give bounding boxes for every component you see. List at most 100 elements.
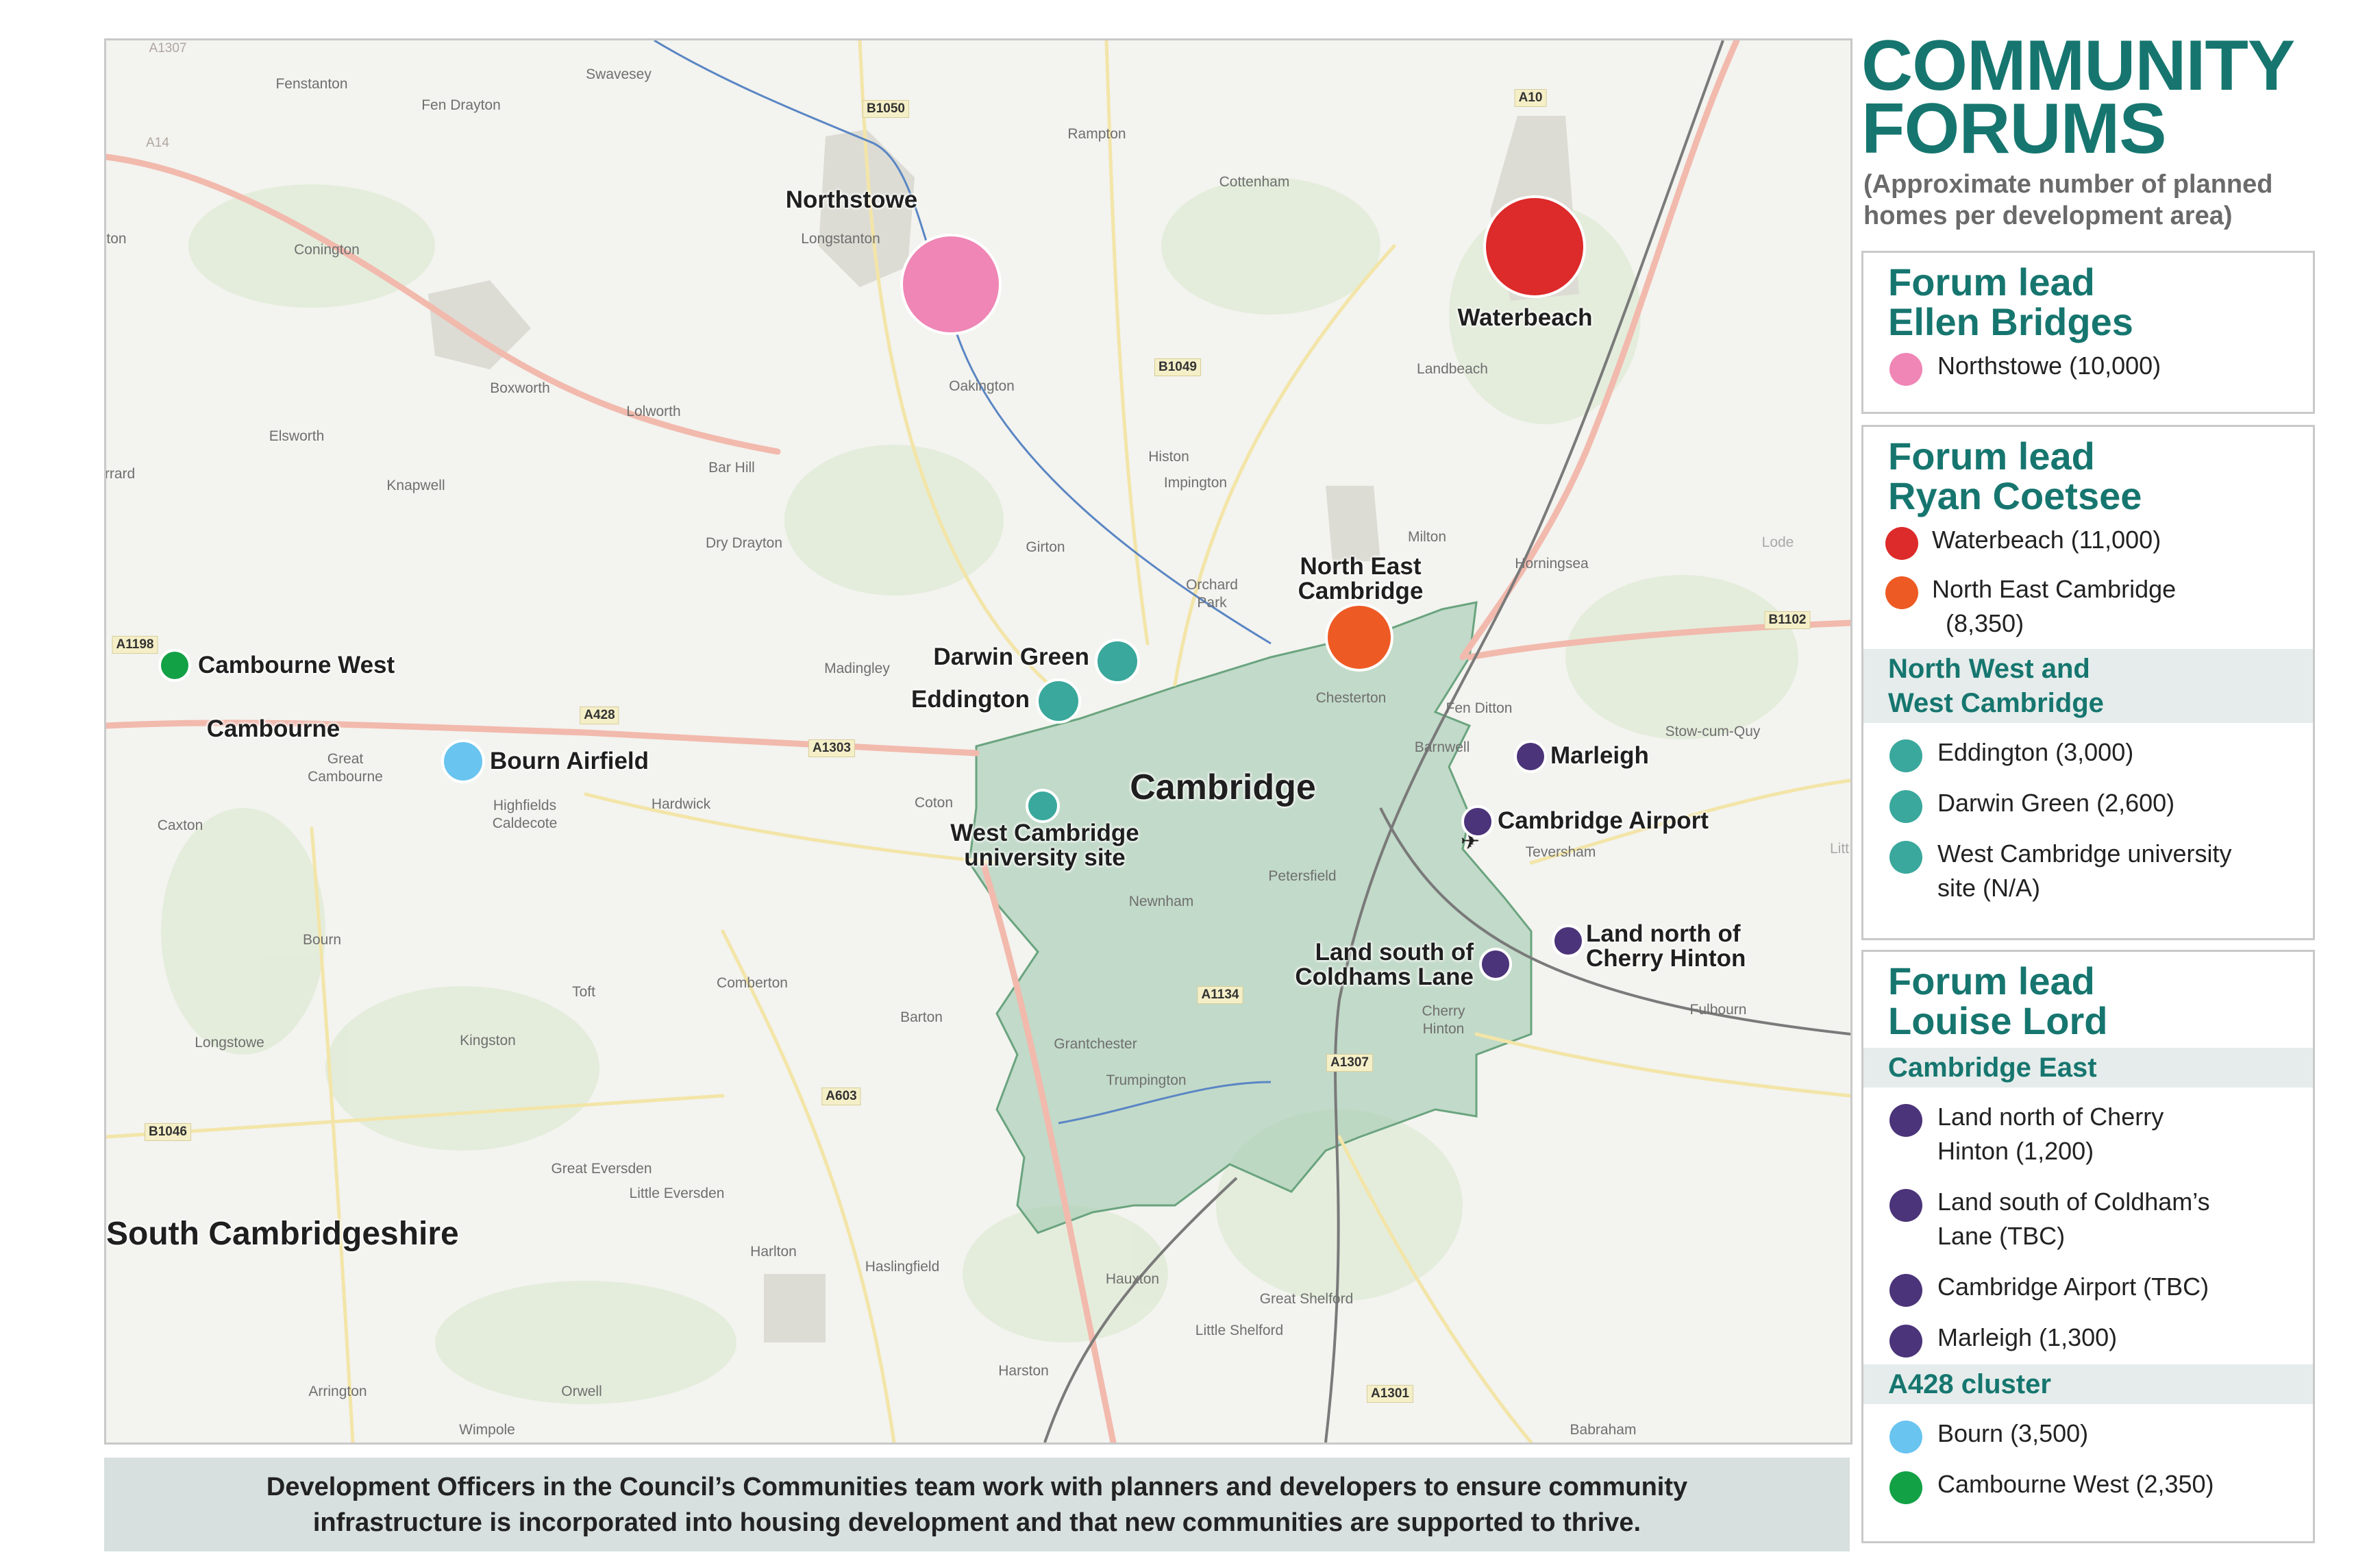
- legend-text: Eddington (3,000): [1937, 738, 2134, 766]
- group-heading-cambridge-east: Cambridge East: [1863, 1048, 2313, 1088]
- place-label: Little Eversden: [629, 1186, 725, 1201]
- legend-text: Darwin Green (2,600): [1937, 789, 2175, 817]
- place-label: Swavesey: [586, 66, 652, 82]
- legend-entry-waterbeach: Waterbeach (11,000): [1863, 523, 2313, 560]
- site-label-north-east-cambridge: North East Cambridge: [1298, 554, 1424, 604]
- place-label: Hardwick: [651, 796, 711, 812]
- legend-text: Waterbeach (11,000): [1932, 526, 2161, 554]
- site-label-line: Cherry Hinton: [1586, 945, 1746, 972]
- group-heading-line: West Cambridge: [1888, 688, 2104, 718]
- site-label-marleigh: Marleigh: [1550, 742, 1649, 769]
- forum-lead-heading: Forum lead Louise Lord: [1888, 961, 2313, 1041]
- road-label: B1049: [1154, 358, 1201, 376]
- place-label: Lode: [1761, 535, 1794, 550]
- site-dot-land-south-coldhams-lane[interactable]: [1479, 948, 1512, 981]
- road-label: B1046: [145, 1123, 191, 1141]
- forum-lead-name: Ellen Bridges: [1888, 300, 2133, 343]
- title-line: FORUMS: [1861, 89, 2167, 169]
- group-heading-north-west: North West and West Cambridge: [1863, 649, 2313, 723]
- legend-entry-north-east-cambridge: North East Cambridge (8,350): [1863, 572, 2313, 641]
- legend-swatch: [1889, 353, 1922, 386]
- site-dot-darwin-green[interactable]: [1095, 639, 1140, 684]
- site-label-line: Cambridge: [1298, 578, 1424, 604]
- place-label: ton: [106, 231, 127, 247]
- site-dot-land-north-cherry-hinton[interactable]: [1552, 924, 1585, 957]
- site-dot-waterbeach[interactable]: [1483, 195, 1586, 298]
- group-heading-line: A428 cluster: [1888, 1369, 2051, 1399]
- road-label: A603: [821, 1088, 861, 1105]
- site-dot-marleigh[interactable]: [1514, 740, 1547, 773]
- forum-lead-label: Forum lead: [1888, 434, 2095, 478]
- place-label: Fen Ditton: [1446, 700, 1513, 716]
- footer-line: Development Officers in the Council’s Co…: [266, 1472, 1688, 1501]
- page-title: COMMUNITY FORUMS: [1861, 30, 2368, 169]
- place-label: Harston: [998, 1363, 1049, 1379]
- place-label: Comberton: [717, 975, 788, 991]
- legend-text: Marleigh (1,300): [1937, 1323, 2118, 1351]
- place-label: Bourn: [302, 932, 342, 948]
- legend-swatch: [1885, 527, 1918, 560]
- site-dot-north-east-cambridge[interactable]: [1325, 603, 1393, 672]
- legend-entry-bourn: Bourn (3,500): [1863, 1416, 2313, 1453]
- site-dot-cambridge-airport[interactable]: [1461, 805, 1494, 838]
- site-dot-cambourne-west[interactable]: [158, 649, 191, 682]
- place-label: Dry Drayton: [705, 535, 783, 551]
- place-label: Cottenham: [1219, 174, 1290, 190]
- site-label-line: North East: [1300, 553, 1422, 580]
- site-dot-northstowe[interactable]: [900, 234, 1002, 335]
- group-heading-line: Cambridge East: [1888, 1053, 2097, 1083]
- road-label: B1102: [1764, 611, 1811, 629]
- place-label: Stow-cum-Quy: [1665, 724, 1761, 739]
- place-label: Barnwell: [1414, 739, 1470, 755]
- legend-text: Cambridge Airport (TBC): [1937, 1273, 2209, 1301]
- site-label-land-north-cherry-hinton: Land north of Cherry Hinton: [1586, 922, 1746, 971]
- place-label: Fulbourn: [1689, 1002, 1747, 1018]
- road-label: A1307: [1326, 1054, 1373, 1072]
- place-label: Teversham: [1525, 844, 1596, 860]
- legend-entry-cambourne-west: Cambourne West (2,350): [1863, 1467, 2313, 1504]
- place-label: Little Shelford: [1195, 1323, 1284, 1338]
- subtitle-line: (Approximate number of planned: [1863, 170, 2273, 199]
- place-label: Conington: [294, 242, 360, 258]
- place-label: Longstowe: [195, 1035, 264, 1051]
- legend-entry-land-south-coldhams-lane: Land south of Coldham’s Lane (TBC): [1863, 1185, 2313, 1253]
- place-label: Knapwell: [386, 478, 445, 493]
- legend-entry-marleigh: Marleigh (1,300): [1863, 1321, 2313, 1358]
- subtitle-line: homes per development area): [1863, 201, 2233, 230]
- road-label: A428: [580, 707, 619, 724]
- site-dot-eddington[interactable]: [1036, 678, 1081, 724]
- place-label: Fenstanton: [275, 76, 348, 92]
- site-label-land-south-coldhams-lane: Land south of Coldhams Lane: [1295, 940, 1474, 990]
- forum-lead-heading: Forum lead Ryan Coetsee: [1888, 437, 2313, 516]
- place-label: Haslingfield: [865, 1259, 940, 1275]
- place-label: Longstanton: [801, 231, 880, 247]
- legend-entry-west-cambridge: West Cambridge university site (N/A): [1863, 837, 2313, 905]
- legend-swatch: [1889, 739, 1922, 772]
- place-label: Trumpington: [1106, 1072, 1187, 1088]
- place-label: Petersfield: [1268, 868, 1337, 884]
- place-label: Coton: [914, 795, 954, 811]
- group-heading-a428-cluster: A428 cluster: [1863, 1364, 2313, 1404]
- site-label-bourn-airfield: Bourn Airfield: [490, 748, 649, 774]
- road-label: A1301: [1367, 1385, 1413, 1403]
- place-label: Great Eversden: [551, 1161, 652, 1177]
- site-label-line: university site: [964, 844, 1126, 871]
- place-label: Hauxton: [1105, 1271, 1160, 1287]
- road-label: A1134: [1197, 986, 1243, 1004]
- road-label: A1307: [149, 41, 187, 56]
- legend-text: Cambourne West (2,350): [1937, 1470, 2214, 1498]
- footer-note: Development Officers in the Council’s Co…: [104, 1458, 1850, 1551]
- site-label-darwin-green: Darwin Green: [933, 643, 1089, 670]
- map[interactable]: Fenstanton Swavesey Fen Drayton Rampton …: [104, 38, 1852, 1445]
- place-label: Chesterton: [1315, 690, 1387, 706]
- legend-swatch: [1889, 1274, 1922, 1307]
- road-label: A1303: [808, 739, 855, 757]
- place-label: Babraham: [1570, 1422, 1637, 1438]
- road-label: A14: [146, 136, 169, 150]
- group-heading-line: North West and: [1888, 654, 2090, 684]
- legend-text: (8,350): [1946, 609, 2024, 637]
- site-dot-bourn-airfield[interactable]: [441, 739, 485, 783]
- legend-text: North East Cambridge: [1932, 575, 2177, 603]
- site-dot-west-cambridge[interactable]: [1026, 789, 1060, 823]
- site-label-cambridge-airport: Cambridge Airport: [1498, 807, 1709, 834]
